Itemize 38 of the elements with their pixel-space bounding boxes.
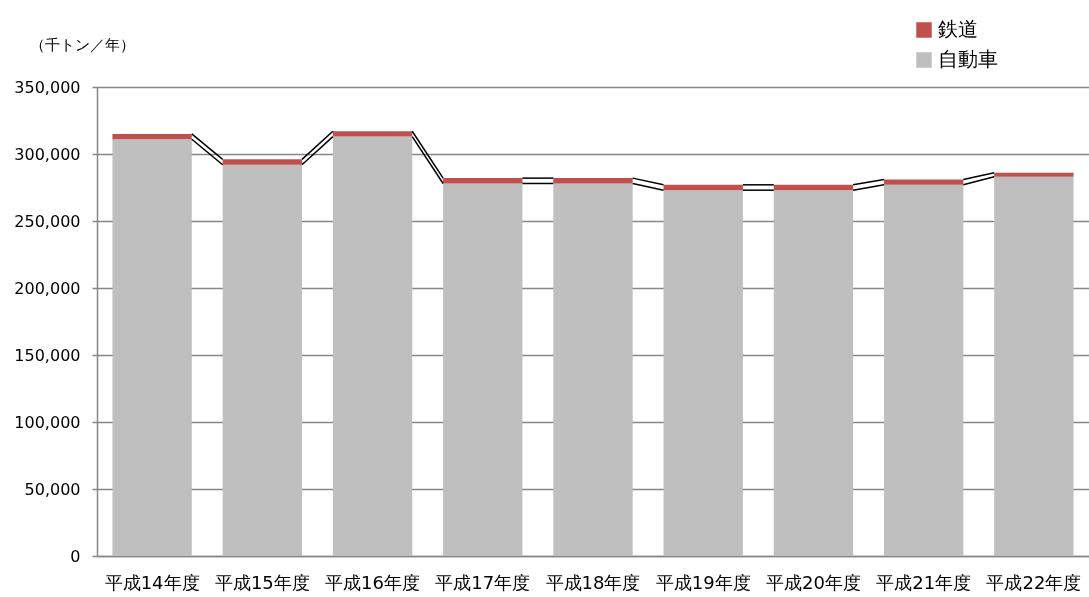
bar [112,139,192,556]
x-tick-label: 平成19年度 [655,571,751,593]
bar [222,159,303,165]
x-tick-label: 平成17年度 [435,571,531,593]
bar [112,133,192,140]
legend-label: 自動車 [938,47,998,71]
y-tick-label: 50,000 [24,479,81,499]
y-tick-label: 100,000 [14,412,81,432]
x-tick-label: 平成15年度 [214,571,310,593]
x-tick-label: 平成20年度 [765,571,861,593]
bar [883,184,964,556]
bar [663,184,743,191]
y-tick-label: 350,000 [14,77,81,97]
y-tick-label: 250,000 [14,211,81,231]
y-axis-title: （千トン／年） [29,35,135,54]
x-tick-label: 平成21年度 [876,571,972,593]
bar [553,183,633,556]
bar [773,190,854,556]
x-tick-label: 平成18年度 [545,571,641,593]
bar [332,131,413,137]
bar [773,184,854,191]
x-tick-label: 平成14年度 [104,571,200,593]
bar [883,179,964,185]
y-tick-label: 0 [70,546,81,566]
y-tick-label: 150,000 [14,345,81,365]
bar [443,183,523,556]
legend-label: 鉄道 [938,17,978,41]
bar [443,178,523,184]
x-tick-label: 平成16年度 [325,571,421,593]
bar [332,136,413,556]
bar [994,172,1074,177]
bar [994,176,1074,556]
bar [663,190,743,556]
y-tick-label: 300,000 [14,144,81,164]
y-tick-label: 200,000 [14,278,81,298]
bar [553,178,633,184]
bar [222,164,303,556]
x-tick-label: 平成22年度 [986,571,1082,593]
